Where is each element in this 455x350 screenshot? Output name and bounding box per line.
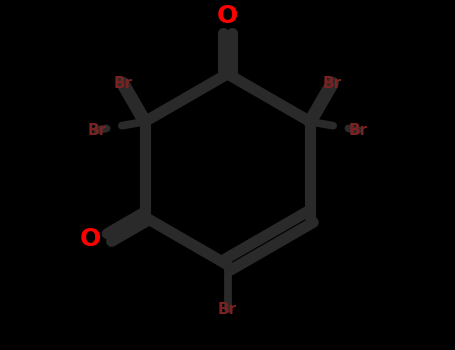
- Text: O: O: [79, 227, 101, 251]
- Text: Br: Br: [113, 76, 132, 91]
- Text: O: O: [217, 4, 238, 28]
- Text: Br: Br: [323, 76, 342, 91]
- Text: Br: Br: [349, 122, 368, 138]
- Text: Br: Br: [218, 302, 237, 317]
- Text: Br: Br: [87, 122, 106, 138]
